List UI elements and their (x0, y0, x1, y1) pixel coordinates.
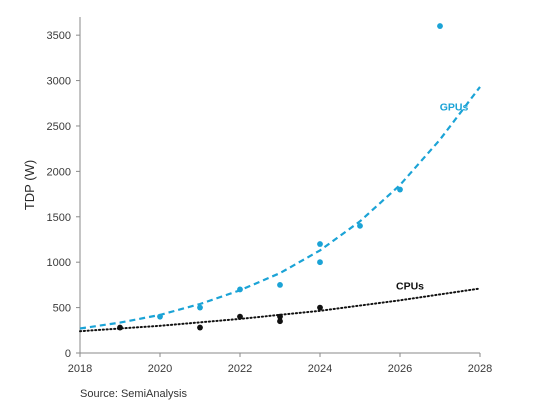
cpus-data-point (197, 324, 203, 331)
cpus-data-point (277, 318, 283, 325)
y-tick-label: 0 (65, 348, 71, 360)
y-axis-title: TDP (W) (22, 160, 37, 210)
cpus-data-point (237, 313, 243, 320)
y-tick-label: 3000 (47, 76, 71, 88)
y-tick-label: 500 (53, 303, 71, 315)
gpus-data-point (157, 313, 163, 320)
gpus-data-point (317, 241, 323, 247)
source-note: Source: SemiAnalysis (80, 388, 187, 400)
y-tick-label: 3500 (47, 30, 71, 42)
points-layer (117, 23, 443, 331)
cpus-data-point (317, 304, 323, 311)
gpus-data-point (397, 186, 403, 193)
x-tick-label: 2024 (308, 363, 332, 375)
gpus-series-label: GPUs (440, 102, 469, 114)
labels-layer: GPUs CPUs (396, 102, 468, 293)
cpus-trend-line (79, 287, 481, 333)
x-tick-label: 2028 (468, 363, 492, 375)
gpus-data-point (237, 286, 243, 293)
gpus-data-point (357, 222, 363, 229)
y-tick-label: 2500 (47, 121, 71, 133)
trend-layer (79, 86, 481, 333)
gpus-data-point (317, 259, 323, 266)
y-tick-label: 1500 (47, 212, 71, 224)
x-tick-label: 2026 (388, 363, 412, 375)
y-tick-label: 1000 (47, 257, 71, 269)
gpus-data-point (277, 281, 283, 288)
gpus-data-point (437, 23, 443, 29)
axes-layer: 0 500 1000 1500 2000 2500 3000 3500 2018 2020 2022… (22, 17, 492, 375)
cpus-data-point (117, 324, 123, 331)
x-tick-label: 2018 (68, 363, 92, 375)
x-tick-label: 2020 (148, 363, 172, 375)
y-tick-label: 2000 (47, 166, 71, 178)
cpus-data-point (277, 313, 283, 320)
gpus-data-point (197, 304, 203, 311)
x-tick-label: 2022 (228, 363, 252, 375)
cpus-series-label: CPUs (396, 280, 424, 292)
